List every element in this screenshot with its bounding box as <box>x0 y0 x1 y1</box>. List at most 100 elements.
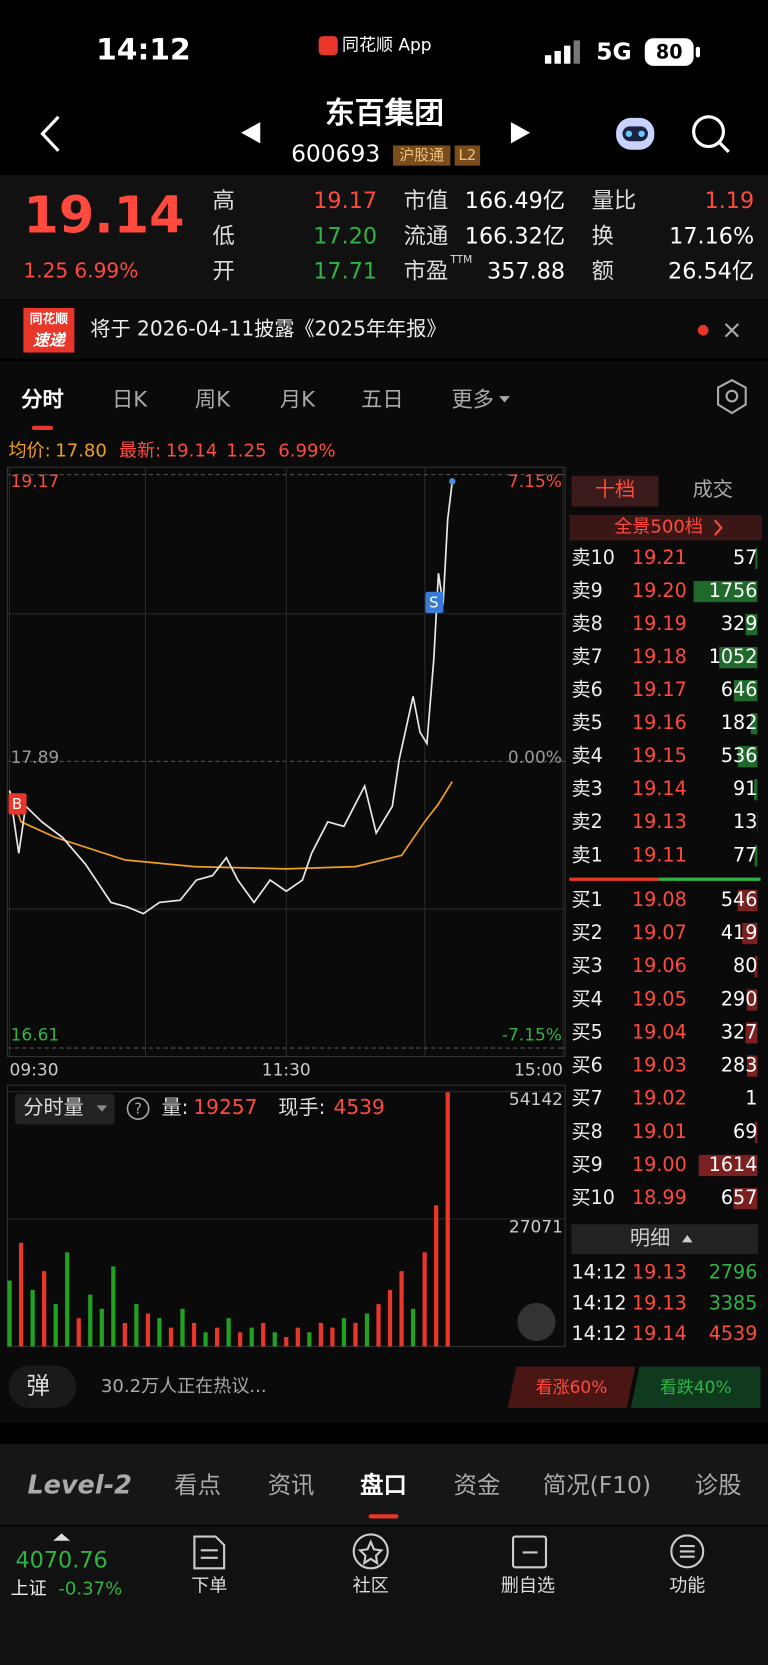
battery-level: 80 <box>656 41 683 64</box>
bottom-tab[interactable]: 资金 <box>454 1471 501 1499</box>
app-icon <box>318 36 338 56</box>
bottom-nav <box>0 1525 768 1665</box>
book-volume: 329 <box>721 612 757 635</box>
book-volume: 1 <box>745 1087 757 1110</box>
book-label: 买6 <box>571 1054 602 1077</box>
price-change-pct: 6.99% <box>74 258 138 282</box>
nav-item[interactable]: 社区 <box>353 1575 389 1596</box>
book-label: 卖7 <box>571 645 602 668</box>
volume-bar <box>364 1313 370 1347</box>
stat-value: 17.20 <box>313 223 377 249</box>
bottom-tab[interactable]: 资讯 <box>268 1471 315 1499</box>
panorama[interactable]: 全景500档 <box>614 517 703 538</box>
volume-info-value: 4539 <box>334 1095 385 1119</box>
battery-tip <box>695 46 701 58</box>
tag-bg <box>454 145 481 166</box>
book-label: 卖1 <box>571 843 602 866</box>
chart-tab[interactable]: 五日 <box>361 387 403 412</box>
avg-value: 17.80 <box>55 440 107 461</box>
nav-item[interactable]: 功能 <box>669 1575 705 1596</box>
book-label: 买7 <box>571 1087 602 1110</box>
index-name: 上证 <box>11 1579 47 1600</box>
latest-change: 1.25 <box>226 440 266 461</box>
book-volume: 57 <box>733 546 757 569</box>
assistant-icon[interactable] <box>616 117 655 150</box>
notice-text[interactable]: 将于 2026-04-11披露《2025年年报》 <box>90 317 446 341</box>
volume-bar <box>111 1266 116 1347</box>
latest-pct: 6.99% <box>278 440 335 461</box>
detail-arrow <box>681 1234 693 1243</box>
index-pct: -0.37% <box>58 1579 122 1600</box>
help-icon[interactable] <box>126 1097 150 1120</box>
depth-bar <box>750 713 758 735</box>
bottom-tab[interactable]: 简况(F10) <box>543 1471 651 1499</box>
price-change: 1.25 <box>23 258 68 282</box>
book-price: 19.18 <box>632 645 687 668</box>
volume-bar <box>330 1327 335 1347</box>
stat-value: 26.54亿 <box>668 258 754 284</box>
bull-button[interactable] <box>507 1366 636 1409</box>
chart-tab[interactable]: 分时 <box>21 387 63 412</box>
dropdown-arrow <box>499 396 510 403</box>
book-tab[interactable]: 十档 <box>595 477 635 501</box>
stat-value: 166.32亿 <box>465 223 565 249</box>
index-arrow <box>53 1533 71 1541</box>
search-icon[interactable] <box>692 115 730 153</box>
bottom-tab[interactable]: 盘口 <box>360 1471 407 1499</box>
volume-bar <box>445 1092 450 1347</box>
chart-tab[interactable]: 更多 <box>451 387 493 412</box>
nav-icons <box>193 1533 705 1570</box>
chart-tab[interactable]: 周K <box>195 387 231 412</box>
y-tick-label: 54142 <box>509 1090 563 1110</box>
volume-bar <box>18 1242 24 1347</box>
bottom-tab[interactable]: 看点 <box>174 1471 221 1499</box>
volume-bar <box>284 1337 289 1347</box>
y-tick-label: 16.61 <box>11 1025 60 1045</box>
stock-tag: L2 <box>459 146 477 164</box>
stat-label: 低 <box>212 223 234 249</box>
bear-button[interactable] <box>630 1366 761 1409</box>
settings-icon[interactable] <box>717 378 747 415</box>
stat-label: 量比 <box>592 188 637 214</box>
volume-selector[interactable] <box>14 1093 115 1125</box>
discussion-text[interactable]: 30.2万人正在热议... <box>101 1376 267 1397</box>
y2-tick-label: -7.15% <box>502 1025 562 1045</box>
last-price: 19.14 <box>23 187 184 246</box>
tab-underline <box>31 425 54 431</box>
book-price: 19.15 <box>632 744 687 767</box>
notice-close[interactable] <box>724 323 740 338</box>
next-stock[interactable] <box>510 122 531 144</box>
danmaku-badge: 弹 <box>27 1371 50 1399</box>
notice-bar[interactable] <box>0 300 768 359</box>
nav-item[interactable]: 删自选 <box>501 1575 555 1596</box>
bottom-tab[interactable]: Level-2 <box>27 1471 131 1501</box>
chart-tab[interactable]: 月K <box>280 387 316 412</box>
expand-button[interactable] <box>517 1302 556 1342</box>
back-button[interactable] <box>40 115 60 152</box>
book-label: 买4 <box>571 987 602 1010</box>
volume-bar <box>65 1252 70 1347</box>
price-line <box>8 481 454 915</box>
volume-title[interactable]: 分时量 <box>23 1095 83 1119</box>
book-price: 19.19 <box>632 612 687 635</box>
book-label: 买2 <box>571 921 602 944</box>
volume-bar <box>353 1322 358 1347</box>
volume-bar <box>30 1289 35 1347</box>
book-price: 19.04 <box>632 1020 687 1043</box>
book-tab[interactable]: 成交 <box>693 477 733 501</box>
bottom-tab[interactable]: 诊股 <box>695 1471 742 1499</box>
nav-item[interactable]: 下单 <box>191 1575 227 1596</box>
danmaku-toggle[interactable] <box>8 1365 77 1409</box>
book-volume: 1614 <box>709 1153 758 1176</box>
book-label: 买9 <box>571 1153 602 1176</box>
prev-stock[interactable] <box>241 122 261 144</box>
panorama-bar[interactable] <box>569 515 762 541</box>
chart-tab[interactable]: 日K <box>112 387 148 412</box>
detail-bar[interactable] <box>571 1224 759 1255</box>
book-volume: 536 <box>721 744 757 767</box>
trade-volume: 4539 <box>709 1322 758 1345</box>
book-label: 买1 <box>571 888 602 911</box>
volume-bar <box>295 1327 300 1347</box>
book-price: 19.01 <box>632 1120 687 1143</box>
quote-panel <box>0 175 768 300</box>
